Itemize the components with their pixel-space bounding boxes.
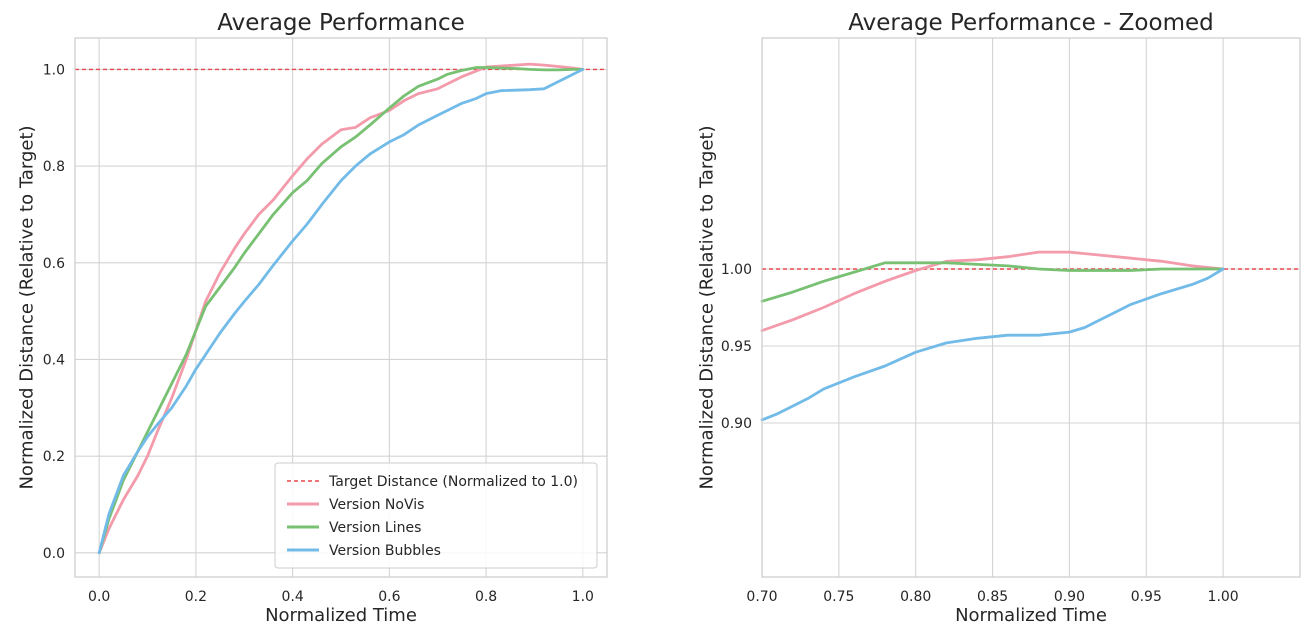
series-line-0 xyxy=(760,250,1225,333)
x-tick-label: 1.0 xyxy=(572,589,594,605)
x-tick-label: 0.95 xyxy=(1131,589,1162,605)
legend-label-novis: Version NoVis xyxy=(329,497,424,513)
y-tick-label: 0.0 xyxy=(43,546,65,562)
x-tick-label: 0.0 xyxy=(88,589,110,605)
y-tick-labels: 0.0 0.2 0.4 0.6 0.8 1.0 xyxy=(43,62,65,561)
y-axis-label: Normalized Distance (Relative to Target) xyxy=(696,125,717,489)
x-tick-label: 0.70 xyxy=(746,589,777,605)
y-axis-label: Normalized Distance (Relative to Target) xyxy=(16,125,37,489)
x-tick-labels: 0.70 0.75 0.80 0.85 0.90 0.95 1.00 xyxy=(746,589,1238,605)
chart-average-performance-zoomed: 0.70 0.75 0.80 0.85 0.90 0.95 1.00 0.90 0.95 1.0… xyxy=(696,10,1301,626)
series-lines xyxy=(760,250,1225,422)
y-tick-label: 0.95 xyxy=(721,339,752,355)
legend-label-lines: Version Lines xyxy=(329,520,421,536)
series-line-2 xyxy=(97,68,585,555)
series-lines xyxy=(97,62,585,555)
chart-title: Average Performance - Zoomed xyxy=(848,10,1213,36)
y-tick-label: 1.0 xyxy=(43,62,65,78)
y-tick-labels: 0.90 0.95 1.00 xyxy=(721,262,752,432)
series-line-2 xyxy=(760,267,1225,422)
legend-label-target: Target Distance (Normalized to 1.0) xyxy=(328,474,578,490)
y-tick-label: 0.8 xyxy=(43,159,65,175)
series-line-1 xyxy=(760,261,1225,303)
legend-box xyxy=(274,462,598,569)
x-tick-label: 1.00 xyxy=(1208,589,1239,605)
chart-average-performance: 0.0 0.2 0.4 0.6 0.8 1.0 0.0 0.2 0.4 0.6 0.8 1.0 Av… xyxy=(16,10,608,626)
y-tick-label: 1.00 xyxy=(721,262,752,278)
series-line-1 xyxy=(97,66,585,555)
x-tick-label: 0.75 xyxy=(823,589,854,605)
x-tick-label: 0.2 xyxy=(185,589,207,605)
x-tick-label: 0.90 xyxy=(1054,589,1085,605)
plot-frame xyxy=(761,37,1301,578)
grid xyxy=(75,38,607,577)
x-tick-labels: 0.0 0.2 0.4 0.6 0.8 1.0 xyxy=(88,589,594,605)
legend: Target Distance (Normalized to 1.0) Vers… xyxy=(274,462,598,569)
x-axis-label: Normalized Time xyxy=(955,605,1107,626)
x-axis-label: Normalized Time xyxy=(265,605,417,626)
plot-frame xyxy=(74,37,608,578)
y-tick-label: 0.6 xyxy=(43,256,65,272)
x-tick-label: 0.6 xyxy=(378,589,400,605)
x-tick-label: 0.4 xyxy=(282,589,304,605)
x-tick-label: 0.8 xyxy=(475,589,497,605)
series-line-0 xyxy=(97,62,585,555)
y-tick-label: 0.90 xyxy=(721,416,752,432)
chart-title: Average Performance xyxy=(217,10,465,36)
y-tick-label: 0.2 xyxy=(43,449,65,465)
legend-label-bubbles: Version Bubbles xyxy=(329,543,441,559)
y-tick-label: 0.4 xyxy=(43,352,65,368)
x-tick-label: 0.85 xyxy=(977,589,1008,605)
x-tick-label: 0.80 xyxy=(900,589,931,605)
